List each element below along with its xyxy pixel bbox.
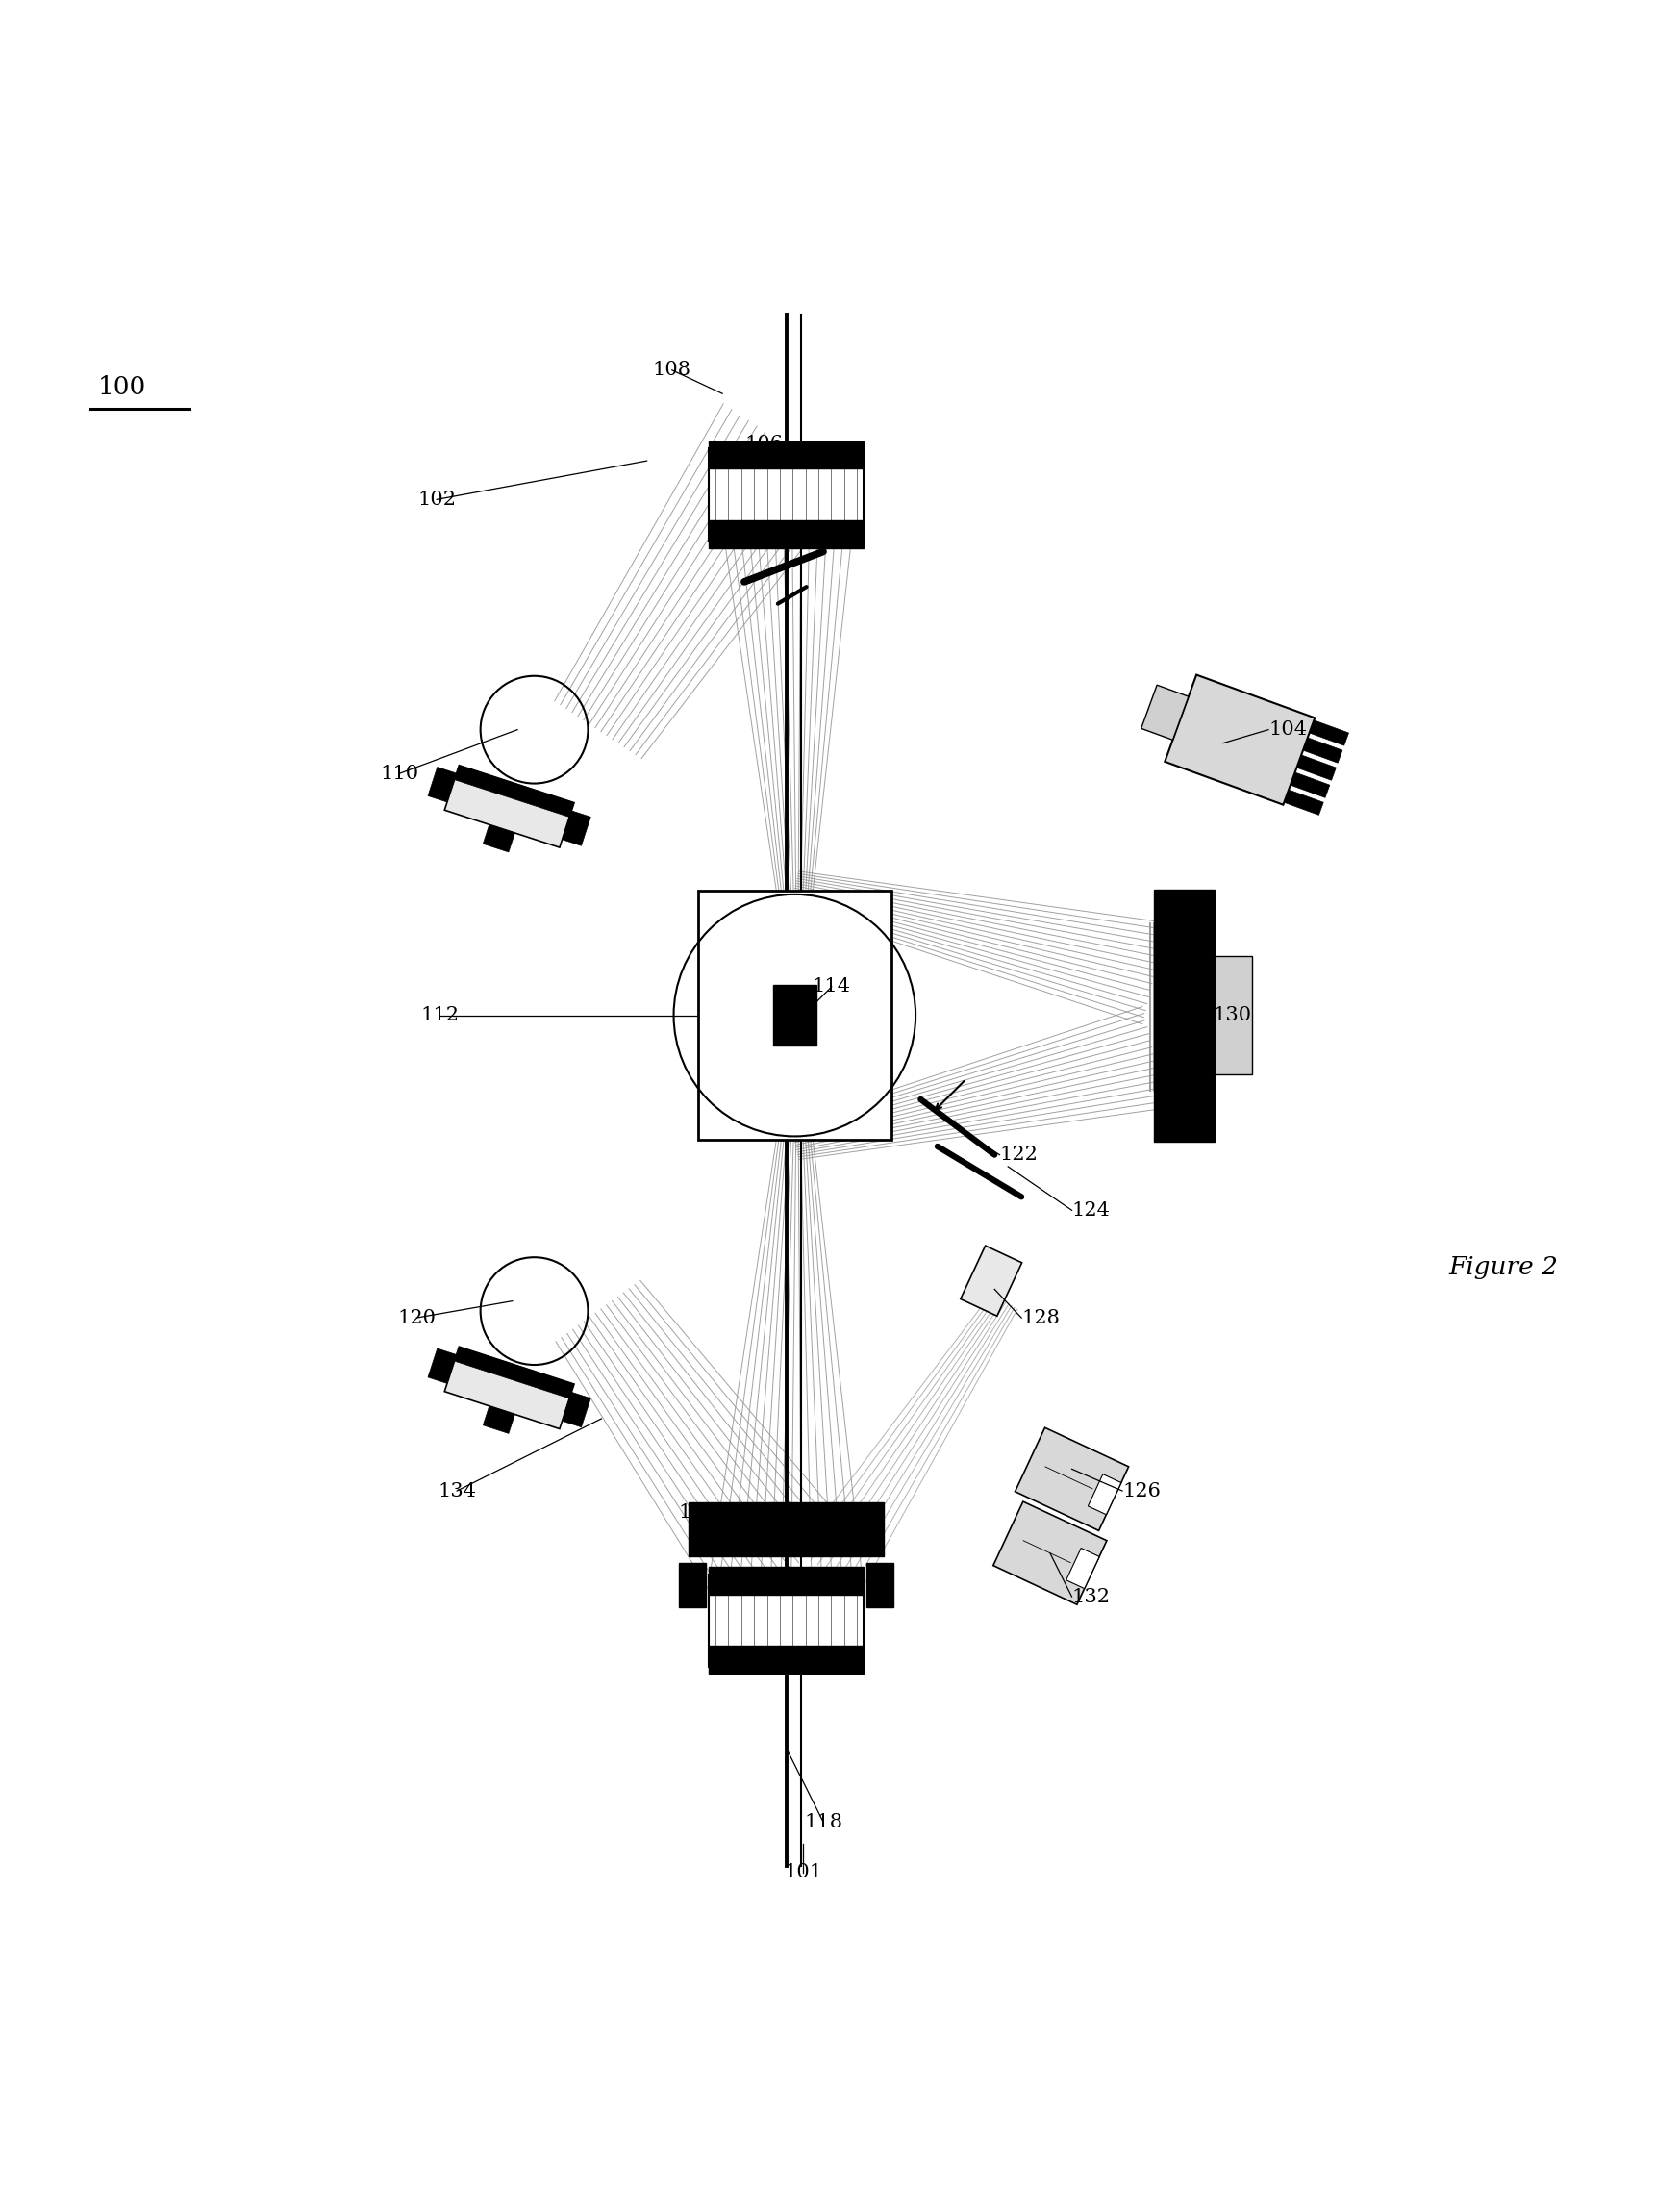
Polygon shape [709, 520, 864, 548]
Polygon shape [1304, 739, 1342, 763]
Bar [1215, 956, 1252, 1074]
Polygon shape [1290, 772, 1331, 798]
Bar [773, 984, 816, 1046]
Text: 126: 126 [1122, 1482, 1161, 1499]
Text: 128: 128 [1021, 1309, 1060, 1326]
Text: 130: 130 [1213, 1006, 1252, 1024]
Polygon shape [993, 1502, 1107, 1605]
Polygon shape [563, 811, 591, 846]
Text: Figure 2: Figure 2 [1448, 1256, 1557, 1280]
Polygon shape [1297, 754, 1336, 780]
Polygon shape [1309, 721, 1349, 745]
Polygon shape [484, 824, 514, 853]
Polygon shape [709, 1646, 864, 1672]
Text: 100: 100 [97, 375, 146, 399]
Text: 104: 104 [1268, 721, 1307, 739]
Polygon shape [1089, 1475, 1121, 1515]
Polygon shape [1067, 1548, 1099, 1589]
Text: 122: 122 [1000, 1146, 1038, 1164]
Polygon shape [961, 1245, 1021, 1315]
Bar [689, 1504, 884, 1556]
Polygon shape [709, 1567, 864, 1594]
Polygon shape [428, 1348, 457, 1383]
Polygon shape [454, 1346, 575, 1398]
Text: 118: 118 [805, 1813, 842, 1830]
Text: 102: 102 [418, 491, 455, 509]
Polygon shape [428, 767, 457, 802]
Polygon shape [454, 765, 575, 818]
Bar [679, 1563, 706, 1607]
Polygon shape [445, 1346, 575, 1429]
Polygon shape [709, 441, 864, 469]
Text: 120: 120 [398, 1309, 435, 1326]
Bar [867, 1563, 894, 1607]
Polygon shape [709, 447, 864, 541]
Text: 124: 124 [1072, 1201, 1110, 1219]
Text: 116: 116 [679, 1504, 716, 1521]
Text: 134: 134 [438, 1482, 475, 1499]
Polygon shape [1141, 686, 1188, 741]
Polygon shape [1015, 1427, 1129, 1530]
Polygon shape [709, 1574, 864, 1666]
Text: 106: 106 [746, 434, 783, 454]
Text: 108: 108 [654, 362, 690, 379]
Polygon shape [1284, 789, 1324, 815]
Polygon shape [563, 1392, 591, 1427]
Bar [1154, 890, 1215, 1142]
Polygon shape [445, 765, 575, 848]
Text: 110: 110 [381, 765, 418, 783]
Text: 101: 101 [785, 1863, 822, 1881]
Bar [699, 890, 890, 1140]
Polygon shape [1164, 675, 1315, 804]
Text: 132: 132 [1072, 1587, 1110, 1607]
Text: 112: 112 [422, 1006, 459, 1024]
Polygon shape [484, 1405, 514, 1434]
Text: 114: 114 [813, 978, 850, 995]
